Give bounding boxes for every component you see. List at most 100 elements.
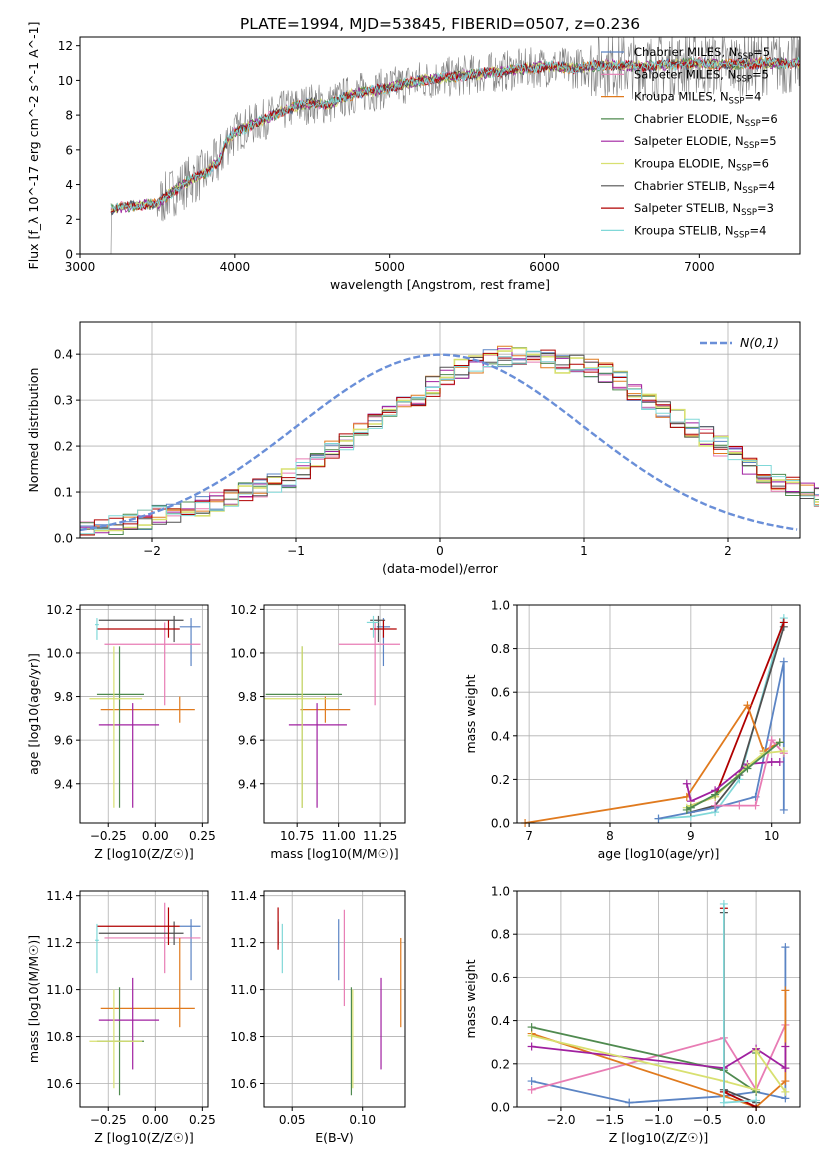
- x-axis-label: age [log10(age/yr)]: [598, 846, 720, 861]
- series-line-salpeter_miles: [531, 1024, 787, 1092]
- point-marker: [781, 1042, 790, 1051]
- y-tick-label: 9.8: [54, 690, 73, 704]
- point-marker: [775, 757, 784, 766]
- y-axis-label: Flux [f_λ 10^-17 erg cm^-2 s^-1 A^-1]: [26, 22, 41, 270]
- point-marker: [654, 814, 663, 823]
- y-tick-label: 11.4: [46, 889, 73, 903]
- y-axis-label: mass weight: [463, 959, 478, 1038]
- y-tick-label: 0.6: [491, 971, 510, 985]
- legend-label: Salpeter MILES, NSSP=5: [634, 67, 769, 84]
- y-tick-label: 0.8: [491, 642, 510, 656]
- x-axis-label: Z [log10(Z/Z☉)]: [609, 1130, 709, 1145]
- x-axis-label: (data-model)/error: [382, 561, 499, 576]
- axes-frame: [79, 890, 209, 1108]
- x-tick-label: 0.25: [189, 829, 216, 843]
- point-marker: [735, 801, 744, 810]
- figure-title: PLATE=1994, MJD=53845, FIBERID=0507, z=0…: [240, 15, 640, 33]
- y-tick-label: 0.0: [491, 817, 510, 831]
- x-tick-label: −1: [287, 544, 305, 558]
- point-marker: [779, 657, 788, 666]
- legend-label: Kroupa ELODIE, NSSP=6: [634, 157, 769, 174]
- point-marker: [781, 943, 790, 952]
- y-tick-label: 10.6: [230, 1077, 257, 1091]
- mass_vs_Z-points: [89, 902, 201, 1096]
- point-marker: [527, 1031, 536, 1040]
- y-tick-label: 0.0: [491, 1101, 510, 1115]
- x-tick-label: 10.75: [280, 829, 314, 843]
- y-tick-label: 0.4: [491, 1014, 510, 1028]
- point-marker: [752, 1046, 761, 1055]
- axes-frame: [263, 890, 406, 1108]
- y-tick-label: 10.2: [230, 603, 257, 617]
- y-axis-label: mass [log10(M/M☉)]: [26, 935, 41, 1063]
- point-marker: [719, 1098, 728, 1107]
- point-marker: [682, 805, 691, 814]
- point-marker: [711, 790, 720, 799]
- age_vs_Z-points: [89, 615, 201, 808]
- y-tick-label: 9.4: [54, 777, 73, 791]
- y-tick-label: 1.0: [491, 885, 510, 899]
- model-line-kroupa_stelib: [110, 56, 800, 212]
- y-tick-label: 9.6: [238, 734, 257, 748]
- x-tick-label: 0.00: [142, 829, 169, 843]
- y-tick-label: 9.8: [238, 690, 257, 704]
- x-tick-label: −0.25: [90, 1113, 127, 1127]
- y-axis-label: mass weight: [463, 674, 478, 753]
- point-marker: [682, 779, 691, 788]
- point-marker: [779, 747, 788, 756]
- axes-frame: [263, 604, 406, 824]
- y-tick-label: 6: [65, 143, 73, 157]
- point-marker: [752, 1096, 761, 1105]
- y-tick-label: 0: [65, 248, 73, 262]
- residual_hist-ticks: −2 −1 0 1 2 0.0 0.1 0.2 0.3 0.4 (data-model)/error…: [26, 321, 801, 576]
- y-tick-label: 2: [65, 213, 73, 227]
- point-marker: [767, 757, 776, 766]
- legend-label: N(0,1): [740, 335, 779, 350]
- y-tick-label: 10.0: [46, 646, 73, 660]
- point-marker: [752, 1085, 761, 1094]
- mass_vs_Z-axes: [80, 891, 208, 1107]
- point-marker: [775, 738, 784, 747]
- y-tick-label: 12: [58, 39, 73, 53]
- point-marker: [711, 801, 720, 810]
- x-tick-label: −1.5: [595, 1113, 624, 1127]
- point-marker: [781, 1087, 790, 1096]
- point-marker: [625, 1098, 634, 1107]
- y-tick-label: 10.8: [46, 1030, 73, 1044]
- point-marker: [527, 1077, 536, 1086]
- massweight_vs_Z-ticks: −2.0 −1.5 −1.0 −0.5 0.0 0.0 0.2 0.4 0.6 0.8 1.0 Z […: [463, 885, 801, 1145]
- x-tick-label: 0.0: [747, 1113, 766, 1127]
- x-tick-label: 4000: [220, 260, 251, 274]
- age_vs_mass-axes: [264, 605, 405, 823]
- y-tick-label: 8: [65, 109, 73, 123]
- age_vs_mass-ticks: 10.75 11.00 11.25 9.4 9.6 9.8 10.0 10.2 mass [lo…: [230, 603, 406, 861]
- x-tick-label: −0.25: [90, 829, 127, 843]
- x-tick-label: 11.00: [321, 829, 355, 843]
- mass_vs_Z-ticks: −0.25 0.00 0.25 10.6 10.8 11.0 11.2 11.4 Z [log1…: [26, 889, 216, 1145]
- y-tick-label: 0.2: [491, 1057, 510, 1071]
- legend-label: Kroupa STELIB, NSSP=4: [634, 223, 766, 240]
- point-marker: [743, 701, 752, 710]
- y-tick-label: 0.0: [54, 532, 73, 546]
- x-tick-label: 11.25: [363, 829, 397, 843]
- x-tick-label: 5000: [374, 260, 405, 274]
- y-tick-label: 10.2: [46, 603, 73, 617]
- x-tick-label: 0.10: [349, 1113, 376, 1127]
- y-tick-label: 11.4: [230, 889, 257, 903]
- y-tick-label: 9.6: [54, 734, 73, 748]
- y-tick-label: 10.0: [230, 646, 257, 660]
- x-axis-label: mass [log10(M/M☉)]: [270, 846, 398, 861]
- y-tick-label: 10: [58, 74, 73, 88]
- axes-frame: [516, 604, 801, 824]
- y-tick-label: 0.3: [54, 394, 73, 408]
- legend-label: Chabrier ELODIE, NSSP=6: [634, 112, 778, 129]
- legend-label: Salpeter STELIB, NSSP=3: [634, 201, 774, 218]
- y-tick-label: 0.8: [491, 928, 510, 942]
- series-line-chabrier_stelib: [690, 626, 785, 813]
- x-tick-label: −2.0: [546, 1113, 575, 1127]
- y-tick-label: 0.1: [54, 486, 73, 500]
- x-tick-label: −2: [143, 544, 161, 558]
- x-tick-label: 9: [687, 829, 695, 843]
- x-axis-label: Z [log10(Z/Z☉)]: [94, 846, 194, 861]
